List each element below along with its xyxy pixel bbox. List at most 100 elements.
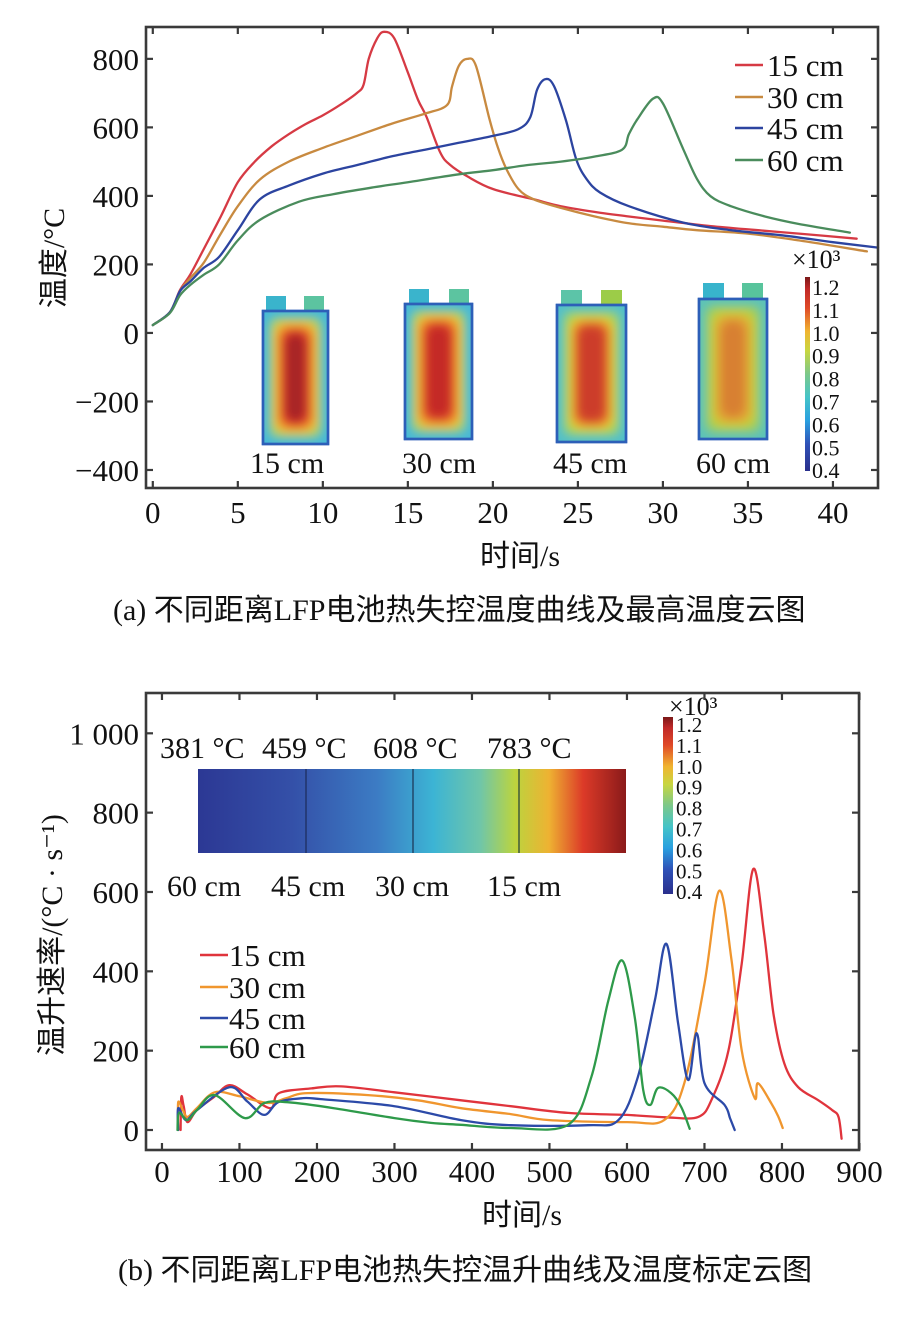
battery-tab: [561, 290, 582, 305]
x-tick-label: 400: [449, 1154, 496, 1189]
colorbar-tick-label: 0.5: [676, 859, 702, 883]
strip-position-label: 15 cm: [487, 870, 561, 903]
inset-label: 15 cm: [250, 447, 324, 480]
colorbar-gradient: [663, 717, 673, 894]
series-line-45cm: [176, 942, 736, 1132]
y-tick-label: 200: [93, 247, 140, 282]
strip-temperature-label: 381 °C: [160, 732, 245, 765]
legend-label: 45 cm: [767, 111, 844, 146]
series-line-45cm: [151, 77, 880, 327]
battery-tab: [266, 296, 286, 311]
y-tick-label: −200: [75, 384, 139, 419]
legend: 15 cm 30 cm 45 cm 60 cm: [735, 48, 844, 178]
legend-label: 15 cm: [229, 938, 306, 973]
legend-label: 45 cm: [229, 1001, 306, 1036]
x-tick-label: 35: [732, 495, 763, 530]
colorbar-tick-label: 1.2: [812, 275, 840, 300]
x-tick-label: 15: [392, 495, 423, 530]
x-tick-label: 900: [836, 1154, 883, 1189]
battery-tab: [742, 283, 763, 299]
series-line-30cm: [151, 57, 869, 327]
x-tick-label: 20: [477, 495, 508, 530]
series-lines: [151, 30, 880, 327]
inset-label: 45 cm: [553, 447, 627, 480]
battery-tab: [703, 283, 724, 299]
battery-heatmap: [697, 283, 769, 441]
x-tick-label: 30: [647, 495, 678, 530]
figure-caption: (b) 不同距离LFP电池热失控温升曲线及温度标定云图: [118, 1254, 812, 1287]
colorbar-gradient: [805, 277, 810, 471]
colorbar: ×10³ 1.21.11.00.90.80.70.60.50.4: [792, 245, 841, 483]
battery-heatmap: [555, 290, 628, 444]
colorbar-tick-label: 0.4: [676, 880, 703, 904]
x-tick-label: 100: [216, 1154, 263, 1189]
legend: 15 cm 30 cm 45 cm 60 cm: [200, 938, 306, 1065]
chart-b-heating-rate-curves: 381 °C 459 °C 608 °C 783 °C 60 cm 45 cm …: [36, 691, 883, 1287]
y-axis-title: 温升速率/(°C · s⁻¹): [36, 814, 69, 1056]
battery-tab: [409, 289, 429, 304]
x-tick-label: 800: [759, 1154, 806, 1189]
y-tick-label: 200: [93, 1034, 140, 1069]
y-tick-label: 800: [93, 42, 140, 77]
battery-heatmap-insets: [261, 283, 769, 446]
x-tick-label: 700: [681, 1154, 728, 1189]
x-tick-label: 0: [154, 1154, 170, 1189]
strip-gradient: [198, 769, 626, 853]
y-tick-label: 600: [93, 110, 140, 145]
strip-position-label: 30 cm: [375, 870, 449, 903]
colorbar-tick-label: 0.8: [676, 797, 702, 821]
y-tick-label: −400: [75, 453, 139, 488]
battery-tab: [449, 289, 469, 304]
x-tick-label: 25: [562, 495, 593, 530]
plot-frame: [144, 691, 861, 1152]
x-tick-label: 500: [526, 1154, 573, 1189]
y-tick-label: 400: [93, 954, 140, 989]
battery-tab: [304, 296, 324, 311]
legend-label: 15 cm: [767, 48, 844, 83]
x-tick-label: 40: [817, 495, 848, 530]
x-axis-title: 时间/s: [482, 1199, 562, 1232]
legend-label: 30 cm: [767, 80, 844, 115]
x-tick-label: 600: [604, 1154, 651, 1189]
colorbar-multiplier: ×10³: [792, 245, 841, 274]
plot-frame: [144, 25, 880, 490]
x-tick-label: 200: [294, 1154, 341, 1189]
x-axis-title: 时间/s: [480, 540, 560, 573]
battery-tab: [601, 290, 622, 305]
colorbar-tick-label: 0.9: [812, 344, 840, 369]
colorbar-tick-label: 0.6: [676, 838, 702, 862]
y-tick-label: 800: [93, 796, 140, 831]
series-line-60cm: [151, 95, 852, 327]
colorbar-tick-label: 1.2: [676, 713, 702, 737]
strip-temperature-label: 608 °C: [373, 732, 458, 765]
colorbar-tick-label: 0.6: [812, 412, 840, 437]
colorbar-tick-label: 1.0: [812, 321, 840, 346]
colorbar-tick-label: 1.0: [676, 755, 702, 779]
strip-position-label: 60 cm: [167, 870, 241, 903]
series-line-60cm: [176, 959, 691, 1132]
legend-label: 30 cm: [229, 970, 306, 1005]
battery-heatmap: [261, 296, 330, 446]
colorbar-tick-labels: 1.21.11.00.90.80.70.60.50.4: [812, 275, 840, 483]
y-tick-label: 0: [124, 1113, 140, 1148]
colorbar-tick-label: 0.7: [676, 818, 702, 842]
colorbar-tick-label: 0.4: [812, 458, 840, 483]
x-tick-label: 10: [307, 495, 338, 530]
colorbar-tick-label: 0.5: [812, 435, 840, 460]
inset-label: 60 cm: [696, 447, 770, 480]
colorbar-tick-label: 0.8: [812, 367, 840, 392]
colorbar-tick-labels: 1.21.11.00.90.80.70.60.50.4: [676, 713, 703, 904]
x-tick-label: 0: [145, 495, 161, 530]
colorbar-tick-label: 0.9: [676, 776, 702, 800]
strip-temperature-label: 783 °C: [487, 732, 572, 765]
axis-ticks: 0 100 200 300 400 500 600 700 800 900 0 200 400 600 80…: [69, 693, 883, 1189]
y-tick-label: 400: [93, 179, 140, 214]
colorbar: ×10³ 1.21.11.00.90.80.70.60.50.4: [663, 692, 718, 904]
series-lines: [176, 867, 843, 1140]
battery-heatmap: [403, 289, 474, 441]
y-axis-title: 温度/°C: [38, 208, 71, 308]
temperature-calibration-strip: 381 °C 459 °C 608 °C 783 °C 60 cm 45 cm …: [160, 732, 626, 903]
y-tick-label: 0: [124, 316, 140, 351]
chart-a-temperature-curves: 0 5 10 15 20 25 30 35 40 −400 −200 0 200 400 600 800 15…: [38, 25, 880, 627]
